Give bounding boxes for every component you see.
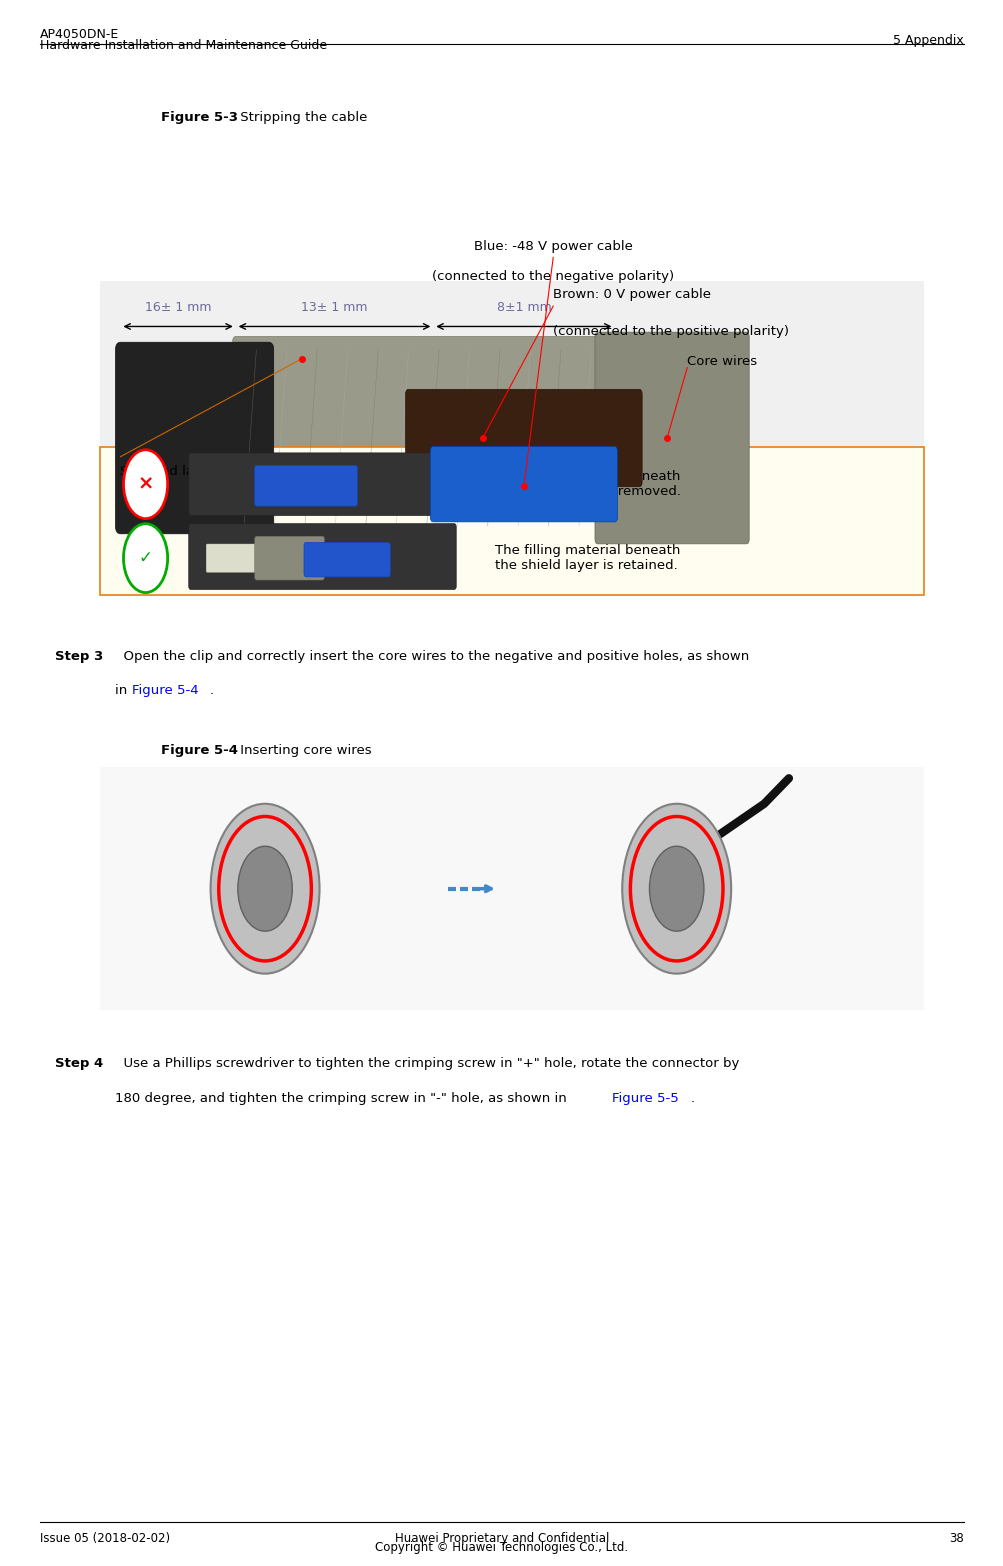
Text: Copyright © Huawei Technologies Co., Ltd.: Copyright © Huawei Technologies Co., Ltd… [375,1541,628,1553]
Text: 8±1 mm: 8±1 mm [496,301,551,313]
Text: The filling material beneath
the shield layer is removed.: The filling material beneath the shield … [494,470,681,498]
Text: Core wires: Core wires [686,354,756,368]
Text: 38: 38 [948,1532,963,1544]
FancyBboxPatch shape [304,542,390,576]
FancyBboxPatch shape [430,446,617,521]
Text: Use a Phillips screwdriver to tighten the crimping screw in "+" hole, rotate the: Use a Phillips screwdriver to tighten th… [115,1057,739,1070]
Circle shape [649,846,703,932]
Text: Brown: 0 V power cable: Brown: 0 V power cable [553,288,710,301]
Text: (connected to the positive polarity): (connected to the positive polarity) [553,324,788,338]
FancyBboxPatch shape [255,536,324,579]
FancyBboxPatch shape [100,280,923,595]
Text: The filling material beneath
the shield layer is retained.: The filling material beneath the shield … [494,543,680,572]
Text: Huawei Proprietary and Confidential: Huawei Proprietary and Confidential [394,1532,609,1544]
Circle shape [123,523,168,592]
Text: ×: × [137,474,153,493]
Text: Hardware Installation and Maintenance Guide: Hardware Installation and Maintenance Gu… [40,39,327,52]
FancyBboxPatch shape [189,523,455,589]
Text: .: . [210,684,214,697]
Text: 180 degree, and tighten the crimping screw in "-" hole, as shown in: 180 degree, and tighten the crimping scr… [115,1092,571,1104]
Text: Step 4: Step 4 [55,1057,103,1070]
Text: 13± 1 mm: 13± 1 mm [301,301,367,313]
Text: Blue: -48 V power cable: Blue: -48 V power cable [473,240,632,252]
Circle shape [238,846,292,932]
Text: 5 Appendix: 5 Appendix [893,34,963,47]
FancyBboxPatch shape [206,543,258,572]
Text: (connected to the negative polarity): (connected to the negative polarity) [431,269,674,283]
Text: Open the clip and correctly insert the core wires to the negative and positive h: Open the clip and correctly insert the c… [115,650,749,662]
FancyBboxPatch shape [189,453,455,515]
Text: in: in [115,684,131,697]
Text: Inserting core wires: Inserting core wires [236,744,371,756]
Text: .: . [690,1092,694,1104]
FancyBboxPatch shape [233,337,691,539]
Circle shape [123,449,168,518]
FancyBboxPatch shape [255,465,357,506]
Text: Figure 5-3: Figure 5-3 [160,111,238,124]
Text: Step 3: Step 3 [55,650,103,662]
Text: AP4050DN-E: AP4050DN-E [40,28,119,41]
FancyBboxPatch shape [405,390,642,487]
FancyBboxPatch shape [100,448,923,595]
Circle shape [211,803,319,974]
Text: Figure 5-5: Figure 5-5 [612,1092,678,1104]
Text: Figure 5-4: Figure 5-4 [131,684,198,697]
FancyBboxPatch shape [100,767,923,1010]
Text: ✓: ✓ [138,550,152,567]
Text: Shielded layer: Shielded layer [120,465,216,478]
FancyBboxPatch shape [115,343,274,534]
Text: 16± 1 mm: 16± 1 mm [144,301,212,313]
Circle shape [622,803,730,974]
Text: Figure 5-4: Figure 5-4 [160,744,238,756]
Text: Issue 05 (2018-02-02): Issue 05 (2018-02-02) [40,1532,171,1544]
FancyBboxPatch shape [595,332,748,543]
Text: Stripping the cable: Stripping the cable [236,111,367,124]
